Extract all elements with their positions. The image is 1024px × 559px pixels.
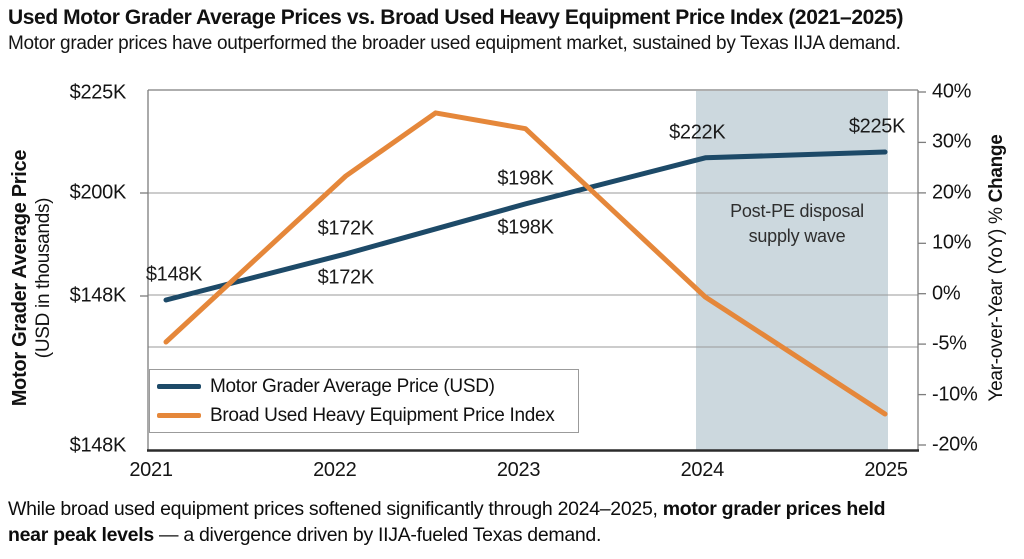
left-axis-title-sub: (USD in thousands) <box>33 197 54 359</box>
data-label-2025-above: $225K <box>848 115 906 138</box>
data-label-2023-below: $198K <box>497 216 554 239</box>
data-label-2024-above: $222K <box>669 121 726 144</box>
x-axis-tick-label: 2021 <box>129 459 173 481</box>
right-axis-tick-label: -20% <box>932 433 978 456</box>
gridlines <box>148 192 918 348</box>
data-label-2021-above: $148K <box>145 263 203 286</box>
left-axis-tick-label: $200K <box>69 181 127 204</box>
left-axis-tick-label: $148K <box>69 434 127 457</box>
legend-label: Motor Grader Average Price (USD) <box>210 375 495 397</box>
footer-takeaway: While broad used equipment prices soften… <box>8 496 1020 548</box>
x-axis-tick-label: 2025 <box>864 459 908 481</box>
left-y-axis-title: Motor Grader Average Price (USD in thous… <box>9 78 55 478</box>
right-axis-tick-label: 40% <box>932 80 972 103</box>
right-axis-tick-label: 20% <box>932 181 972 204</box>
x-axis-tick-label: 2022 <box>313 459 357 481</box>
right-axis-tick-label: 0% <box>932 282 961 305</box>
right-y-axis-title: Year-over-Year (YoY) % Change <box>986 68 1008 468</box>
footer-regular-1: While broad used equipment prices soften… <box>8 498 663 520</box>
legend-label: Broad Used Heavy Equipment Price Index <box>210 404 555 426</box>
annotation-line-1: Post-PE disposal <box>730 201 864 221</box>
footer-regular-2: — a divergence driven by IIJA-fueled Tex… <box>153 524 602 546</box>
data-label-2023-above: $198K <box>497 167 554 190</box>
annotation-line-2: supply wave <box>748 226 846 246</box>
page-subtitle: Motor grader prices have outperformed th… <box>8 33 901 54</box>
plot-frame <box>147 89 919 452</box>
legend-swatch-orange-line <box>157 413 201 418</box>
axis-tick-marks <box>140 91 926 446</box>
legend-swatch-navy-line <box>157 384 201 389</box>
right-axis-tick-label: -10% <box>932 383 978 406</box>
right-axis-title-bold: Change <box>986 134 1007 203</box>
x-axis-tick-label: 2023 <box>496 459 541 481</box>
right-axis-tick-label: -5% <box>932 332 967 355</box>
footer-bold-2: near peak levels <box>8 524 154 546</box>
right-axis-tick-label: 10% <box>932 231 972 254</box>
data-label-2022-below: $172K <box>317 266 375 289</box>
motor-grader-price-line <box>163 149 888 303</box>
right-axis-title-regular: Year-over-Year (YoY) % <box>986 202 1007 402</box>
right-axis-tick-label: 30% <box>932 130 972 153</box>
x-axis-tick-label: 2024 <box>680 459 725 481</box>
legend-entry-motor-grader: Motor Grader Average Price (USD) <box>150 372 578 401</box>
legend-box: Motor Grader Average Price (USD) Broad U… <box>149 369 579 433</box>
left-axis-tick-label: $225K <box>69 81 127 104</box>
page-title: Used Motor Grader Average Prices vs. Bro… <box>8 6 904 29</box>
footer-bold-1: motor grader prices held <box>662 498 886 520</box>
left-axis-title-main: Motor Grader Average Price <box>9 149 31 407</box>
legend-entry-equipment-index: Broad Used Heavy Equipment Price Index <box>150 401 578 430</box>
data-label-2022-above: $172K <box>317 217 375 240</box>
equipment-index-line <box>163 110 888 417</box>
left-axis-tick-label: $148K <box>69 284 127 307</box>
shaded-region-annotation: Post-PE disposal supply wave <box>730 199 864 249</box>
